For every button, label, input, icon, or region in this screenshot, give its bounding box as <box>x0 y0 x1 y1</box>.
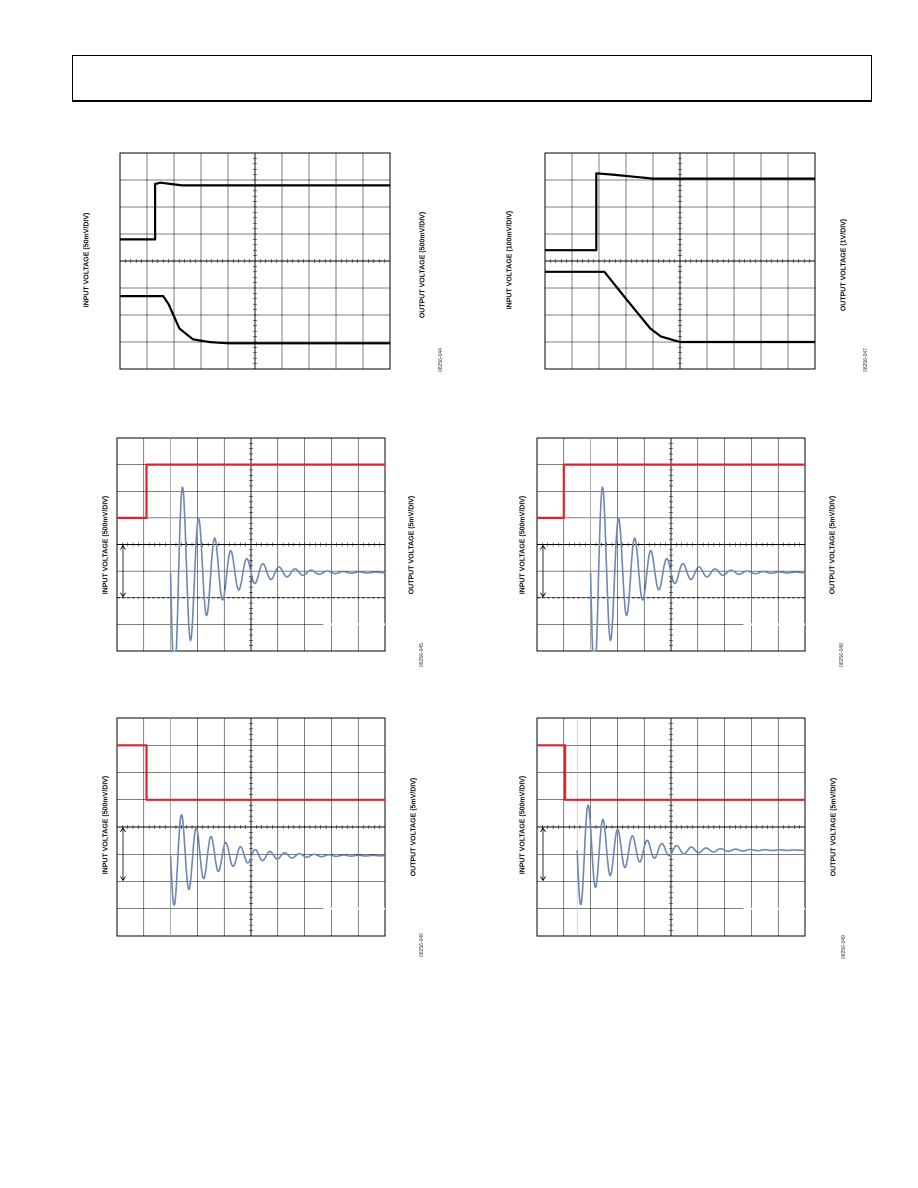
chart-1-input-axis-label: INPUT VOLTAGE (50mV/DIV) <box>83 212 91 308</box>
arrow-head-down <box>120 876 126 882</box>
chart-2-output-axis-label: OUTPUT VOLTAGE (1V/DIV) <box>840 218 848 312</box>
output-trace <box>169 486 386 652</box>
output-trace <box>120 295 390 345</box>
chart-6-output-axis-label: OUTPUT VOLTAGE (5mV/DIV) <box>830 777 838 877</box>
arrow-head-down <box>540 876 546 882</box>
input-trace <box>545 172 815 252</box>
chart-panel-3: INPUT VOLTAGE (500mV/DIV) OUTPUT VOLTAGE… <box>95 435 440 670</box>
chart-3-input-axis-label: INPUT VOLTAGE (500mV/DIV) <box>102 495 110 595</box>
input-trace <box>537 744 805 801</box>
output-trace <box>576 804 806 906</box>
output-trace <box>169 814 386 906</box>
input-trace <box>120 181 390 241</box>
arrow-head-down <box>540 592 546 598</box>
arrow-head-up <box>540 827 546 833</box>
input-trace <box>117 463 385 520</box>
arrow-head-up <box>120 544 126 550</box>
arrow-head-up <box>120 827 126 833</box>
arrow-head-up <box>540 544 546 550</box>
chart-panel-4: INPUT VOLTAGE (500mV/DIV) OUTPUT VOLTAGE… <box>515 435 860 670</box>
chart-6-input-axis-label: INPUT VOLTAGE (500mV/DIV) <box>519 775 527 875</box>
chart-panel-1: INPUT VOLTAGE (50mV/DIV) OUTPUT VOLTAGE … <box>80 150 450 380</box>
chart-plot-4 <box>536 437 806 652</box>
chart-6-figure-number: 08256-049 <box>841 935 847 959</box>
chart-5-figure-number: 08256-046 <box>419 933 425 957</box>
chart-3-output-axis-label: OUTPUT VOLTAGE (5mV/DIV) <box>408 495 416 595</box>
chart-1-output-axis-label: OUTPUT VOLTAGE (500mV/DIV) <box>419 211 427 319</box>
chart-plot-3 <box>116 437 386 652</box>
chart-panel-2: INPUT VOLTAGE (100mV/DIV) OUTPUT VOLTAGE… <box>505 150 875 380</box>
chart-2-input-axis-label: INPUT VOLTAGE (100mV/DIV) <box>506 210 514 310</box>
chart-plot-2 <box>544 152 816 370</box>
chart-4-figure-number: 08256-048 <box>839 643 845 667</box>
output-trace <box>545 270 815 344</box>
chart-panel-5: INPUT VOLTAGE (500mV/DIV) OUTPUT VOLTAGE… <box>95 715 440 960</box>
chart-plot-1 <box>119 152 391 370</box>
page-header-box <box>72 55 872 102</box>
chart-1-figure-number: 08256-044 <box>438 348 444 372</box>
output-trace <box>589 486 806 652</box>
chart-panel-6: INPUT VOLTAGE (500mV/DIV) OUTPUT VOLTAGE… <box>515 715 860 960</box>
chart-4-output-axis-label: OUTPUT VOLTAGE (5mV/DIV) <box>829 495 837 595</box>
chart-plot-5 <box>116 717 386 937</box>
input-trace <box>537 463 805 520</box>
chart-5-input-axis-label: INPUT VOLTAGE (500mV/DIV) <box>102 775 110 875</box>
input-trace <box>117 744 385 801</box>
chart-4-input-axis-label: INPUT VOLTAGE (500mV/DIV) <box>519 495 527 595</box>
chart-5-output-axis-label: OUTPUT VOLTAGE (5mV/DIV) <box>410 777 418 877</box>
chart-2-figure-number: 08256-047 <box>863 348 869 372</box>
chart-plot-6 <box>536 717 806 937</box>
arrow-head-down <box>120 592 126 598</box>
chart-3-figure-number: 08256-045 <box>419 643 425 667</box>
